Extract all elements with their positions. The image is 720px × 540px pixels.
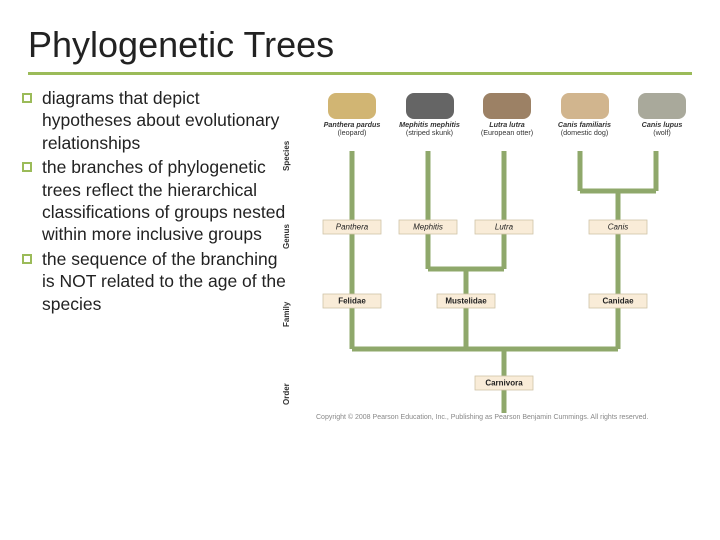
bullet-text: diagrams that depict hypotheses about ev… <box>42 87 292 154</box>
list-item: diagrams that depict hypotheses about ev… <box>22 87 292 154</box>
species-wolf: Canis lupus (wolf) <box>626 93 698 136</box>
title-underline <box>28 72 692 75</box>
bullet-icon <box>22 254 32 264</box>
tree-svg: Panthera Mephitis Lutra Canis Felidae Musteli… <box>316 151 694 421</box>
species-common: (European otter) <box>471 129 543 137</box>
animal-icon <box>638 93 686 119</box>
phylogenetic-tree-diagram: Species Genus Family Order Panthera pard… <box>292 87 702 447</box>
taxon-label: Mustelidae <box>445 297 487 306</box>
species-common: (striped skunk) <box>394 129 466 137</box>
animal-icon <box>328 93 376 119</box>
taxon-label: Lutra <box>495 223 514 232</box>
taxon-label: Mephitis <box>413 223 443 232</box>
content-row: diagrams that depict hypotheses about ev… <box>0 87 720 447</box>
animal-icon <box>406 93 454 119</box>
level-species: Species <box>282 141 291 171</box>
species-otter: Lutra lutra (European otter) <box>471 93 543 136</box>
copyright-text: Copyright © 2008 Pearson Education, Inc.… <box>316 413 648 421</box>
species-row: Panthera pardus (leopard) Mephitis mephi… <box>316 93 698 136</box>
animal-icon <box>561 93 609 119</box>
page-title: Phylogenetic Trees <box>0 0 720 72</box>
level-order: Order <box>282 383 291 405</box>
taxon-label: Panthera <box>336 223 369 232</box>
bullet-icon <box>22 93 32 103</box>
species-common: (wolf) <box>626 129 698 137</box>
taxon-label: Carnivora <box>485 379 523 388</box>
animal-icon <box>483 93 531 119</box>
list-item: the branches of phylogenetic trees refle… <box>22 156 292 246</box>
taxon-label: Canis <box>608 223 628 232</box>
taxon-label: Canidae <box>602 297 634 306</box>
species-leopard: Panthera pardus (leopard) <box>316 93 388 136</box>
bullet-text: the branches of phylogenetic trees refle… <box>42 156 292 246</box>
list-item: the sequence of the branching is NOT rel… <box>22 248 292 315</box>
species-common: (leopard) <box>316 129 388 137</box>
bullet-text: the sequence of the branching is NOT rel… <box>42 248 292 315</box>
level-genus: Genus <box>282 224 291 249</box>
taxon-label: Felidae <box>338 297 366 306</box>
level-family: Family <box>282 302 291 327</box>
species-common: (domestic dog) <box>549 129 621 137</box>
species-skunk: Mephitis mephitis (striped skunk) <box>394 93 466 136</box>
bullet-list: diagrams that depict hypotheses about ev… <box>22 87 292 447</box>
species-dog: Canis familiaris (domestic dog) <box>549 93 621 136</box>
bullet-icon <box>22 162 32 172</box>
